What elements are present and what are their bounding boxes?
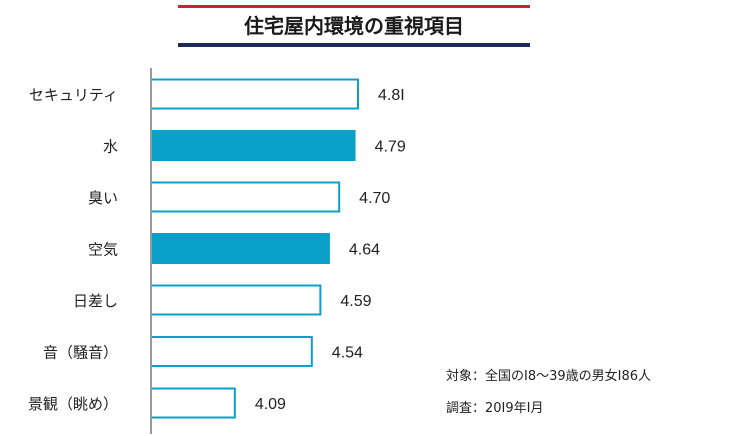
chart-title-banner: 住宅屋内環境の重視項目 xyxy=(178,5,530,47)
value-label-3: 4.64 xyxy=(349,242,380,259)
bar-6 xyxy=(150,387,236,419)
value-label-0: 4.8I xyxy=(378,87,405,104)
value-label-5: 4.54 xyxy=(332,345,363,362)
category-label-4: 日差し xyxy=(73,292,118,310)
bar-5 xyxy=(150,336,313,367)
category-label-0: セキュリティ xyxy=(29,86,118,104)
value-label-6: 4.09 xyxy=(255,396,286,413)
category-label-5: 音（騒音） xyxy=(43,344,118,362)
note-survey-date: 調査：20I9年I月 xyxy=(446,401,543,416)
title-banner-navy-line xyxy=(178,43,530,47)
bar-4 xyxy=(150,284,322,316)
value-label-1: 4.79 xyxy=(375,139,406,156)
bars-group xyxy=(150,78,359,419)
category-label-2: 臭い xyxy=(88,189,118,207)
category-label-1: 水 xyxy=(103,138,118,156)
category-label-6: 景観（眺め） xyxy=(28,395,118,413)
notes-group: 対象：全国のI8～39歳の男女I86人 調査：20I9年I月 xyxy=(446,368,651,416)
bar-0 xyxy=(150,78,359,110)
value-label-4: 4.59 xyxy=(340,293,371,310)
bar-1 xyxy=(150,130,356,161)
category-label-3: 空気 xyxy=(88,241,118,259)
bar-3 xyxy=(150,233,330,264)
note-target: 対象：全国のI8～39歳の男女I86人 xyxy=(446,368,651,384)
bar-2 xyxy=(150,181,341,213)
chart-title: 住宅屋内環境の重視項目 xyxy=(244,14,464,38)
title-banner-red-line xyxy=(178,5,530,8)
value-labels: 4.8I 4.79 4.70 4.64 4.59 4.54 4.09 xyxy=(255,87,406,413)
value-label-2: 4.70 xyxy=(359,190,390,207)
